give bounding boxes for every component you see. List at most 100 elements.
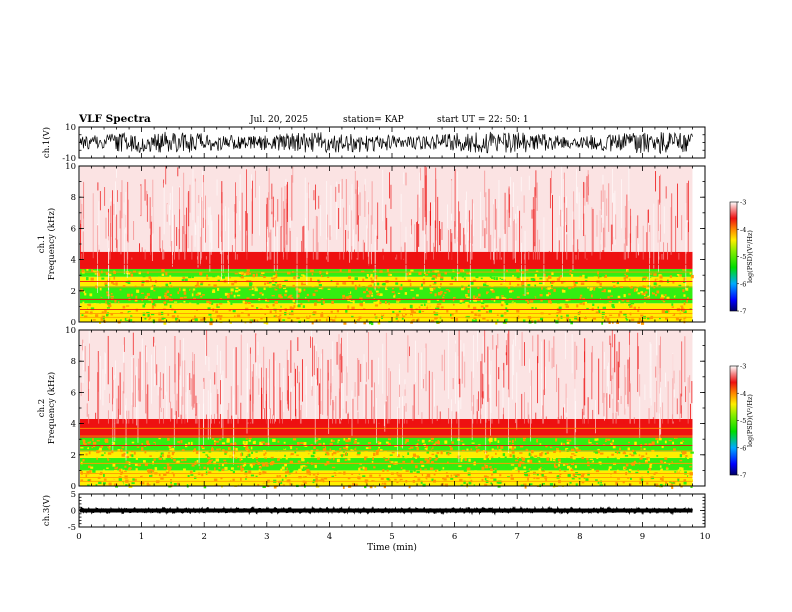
spectrogram-speckle (394, 308, 398, 312)
spectrogram-speckle (458, 441, 462, 445)
spectrogram-streak (214, 413, 215, 424)
spectrogram-speckle (232, 470, 235, 474)
spectrogram-speckle (215, 440, 220, 443)
spectrogram-speckle (521, 456, 523, 459)
spectrogram-speckle (278, 283, 282, 286)
spectrogram-speckle (163, 321, 167, 325)
spectrogram-gap (83, 343, 84, 371)
spectrogram-speckle (286, 467, 288, 470)
spectrogram-speckle (614, 451, 617, 453)
spectrogram-speckle (525, 448, 528, 452)
colorbar-tick-label: -5 (740, 253, 746, 261)
spectrogram-speckle (550, 280, 554, 285)
spectrogram-streak (311, 337, 313, 377)
spectrogram-speckle (514, 459, 519, 462)
spectrogram-speckle (451, 269, 455, 271)
spectrogram-speckle (616, 455, 620, 460)
spectrogram-speckle (334, 289, 338, 293)
spectrogram-speckle (620, 467, 624, 471)
spectrogram-speckle (679, 459, 683, 462)
spectrogram-speckle (284, 279, 288, 282)
spectrogram-streak (205, 414, 207, 424)
spectrogram-speckle (275, 273, 278, 277)
spectrogram-speckle (358, 298, 361, 302)
spectrogram-speckle (193, 469, 196, 472)
spectrogram-speckle (656, 440, 659, 444)
spectrogram-streak (296, 365, 298, 384)
spectrogram-speckle (423, 449, 427, 452)
spectrogram-streak (386, 395, 388, 424)
spectrogram-speckle (124, 465, 127, 468)
spectrogram-streak (107, 335, 109, 385)
spectrogram-streak (484, 228, 486, 249)
spectrogram-gap (447, 204, 448, 229)
spectrogram-speckle (333, 451, 337, 455)
spectrogram-gap (207, 207, 209, 226)
spectrogram-streak (471, 219, 473, 254)
spectrogram-speckle (597, 481, 600, 484)
spectrogram-streak (424, 166, 426, 211)
spectrogram-speckle (124, 470, 127, 473)
spectrogram-streak (615, 214, 617, 240)
spectrogram-speckle (130, 293, 133, 297)
spectrogram-speckle (450, 447, 453, 451)
spectrogram-speckle (364, 452, 369, 455)
spectrogram-streak (486, 217, 488, 235)
spectrogram-speckle (307, 300, 310, 302)
spectrogram-speckle (680, 485, 683, 488)
spectrogram-speckle (294, 450, 297, 454)
spectrogram-speckle (684, 471, 687, 475)
spectrogram-speckle (514, 441, 517, 444)
spectrogram-speckle (460, 459, 463, 462)
spectrogram-streak (95, 412, 97, 424)
spectrogram-speckle (207, 307, 211, 311)
spectrogram-speckle (682, 275, 686, 278)
spectrogram-gap (565, 196, 567, 225)
spectrogram-gap (125, 405, 126, 420)
spectrogram-speckle (589, 470, 593, 473)
spectrogram-speckle (596, 297, 601, 300)
spectrogram-streak (364, 184, 366, 217)
spectrogram-speckle (283, 287, 287, 290)
spectrogram-speckle (214, 442, 217, 446)
spectrogram-speckle (504, 318, 508, 322)
spectrogram-speckle (376, 311, 378, 315)
spectrogram-speckle (205, 471, 208, 475)
spectrogram-streak (681, 341, 683, 397)
spectrogram-speckle (599, 293, 603, 297)
spectrogram-streak (289, 227, 291, 260)
spectrogram-speckle (195, 270, 199, 273)
spectrogram-speckle (426, 473, 431, 478)
spectrogram-speckle (537, 319, 540, 323)
spectrogram-speckle (487, 454, 491, 457)
spectrogram-speckle (363, 301, 366, 304)
spectrogram-speckle (637, 309, 640, 313)
spectrogram-speckle (216, 303, 219, 307)
spectrogram-streak (413, 384, 415, 424)
spectrogram-speckle (365, 272, 368, 274)
spectrogram-speckle (604, 278, 608, 281)
spectrogram-speckle (122, 469, 126, 472)
spectrogram-speckle (437, 445, 441, 449)
spectrogram-speckle (532, 457, 535, 461)
spectrogram-speckle (365, 447, 369, 450)
spectrogram-gap (665, 372, 666, 388)
spectrogram-speckle (593, 451, 596, 453)
spectrogram-gap (493, 238, 495, 265)
spectrogram-gap (382, 169, 384, 222)
spectrogram-speckle (91, 270, 95, 272)
spectrogram-streak (292, 419, 294, 424)
spectrogram-speckle (346, 318, 349, 321)
spectrogram-streak (508, 186, 510, 213)
spectrogram-speckle (587, 470, 591, 473)
spectrogram-speckle (142, 274, 146, 278)
spectrogram-streak (678, 252, 680, 260)
spectrogram-speckle (572, 473, 576, 477)
spectrogram-speckle (580, 282, 585, 285)
spectrogram-speckle (376, 282, 380, 286)
spectrogram-streak (318, 195, 320, 209)
spectrogram-streak (458, 330, 460, 385)
spectrogram-speckle (485, 310, 489, 314)
spectrogram-streak (617, 252, 619, 260)
spectrogram-speckle (216, 448, 219, 451)
